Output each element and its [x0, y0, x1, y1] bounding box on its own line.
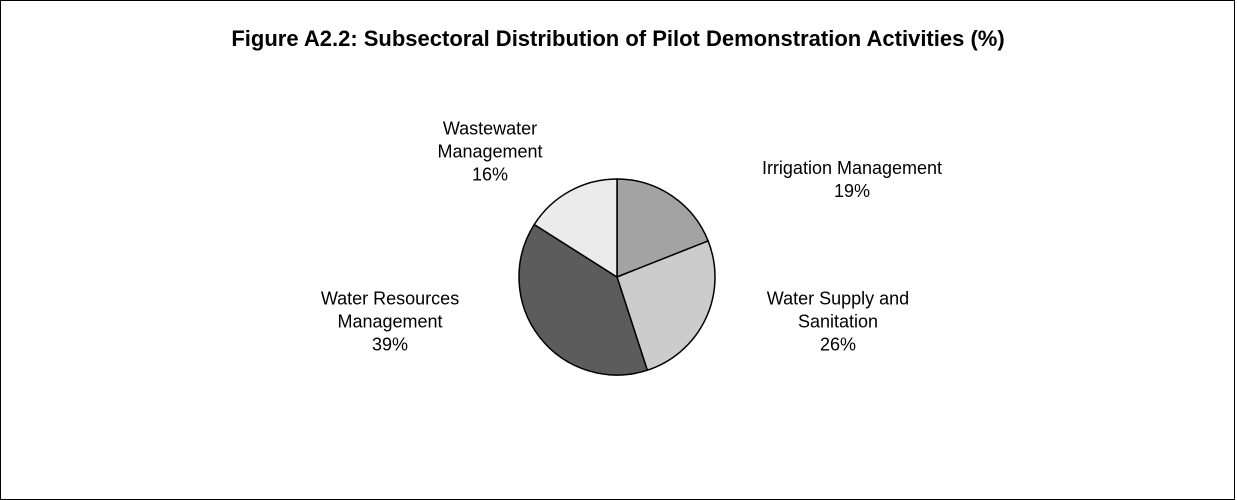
pie-slice: [518, 223, 649, 376]
pie-slice: [616, 239, 716, 372]
slice-label: Irrigation Management 19%: [712, 157, 992, 203]
slice-label: Water Resources Management 39%: [295, 288, 485, 357]
category-label: Irrigation Management: [761, 158, 943, 178]
value-label: 19%: [833, 181, 871, 201]
category-label: Water Resources Management: [320, 288, 460, 332]
value-label: 26%: [819, 334, 857, 355]
category-label: Wastewater Management: [437, 118, 543, 162]
value-label: 16%: [471, 164, 509, 185]
slice-label: Wastewater Management 16%: [425, 118, 555, 187]
pie-slice: [616, 178, 710, 279]
chart-title: Figure A2.2: Subsectoral Distribution of…: [231, 26, 1005, 51]
slice-label: Water Supply and Sanitation 26%: [748, 288, 928, 357]
pie-slice: [533, 178, 618, 279]
value-label: 39%: [371, 334, 409, 355]
category-label: Water Supply and Sanitation: [766, 288, 910, 332]
